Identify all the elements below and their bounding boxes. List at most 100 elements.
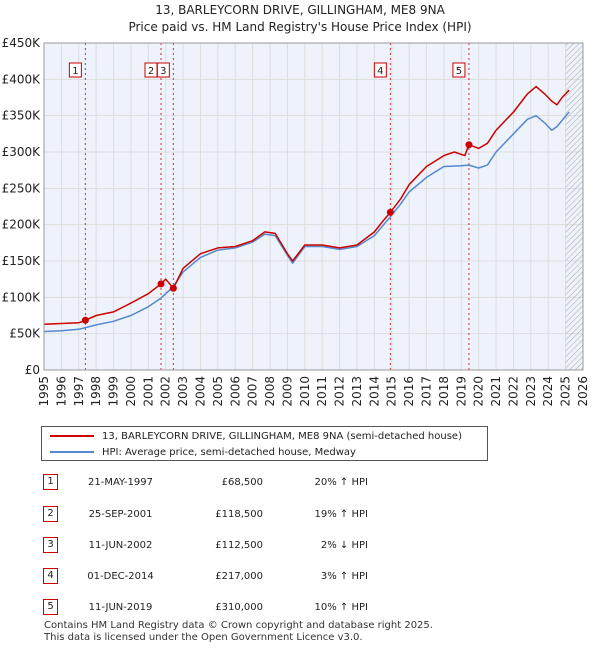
sale-label: 4 xyxy=(377,66,383,77)
property-price-line xyxy=(43,85,570,325)
x-tick-label: 2014 xyxy=(367,376,381,407)
y-tick-label: £0 xyxy=(25,363,40,377)
sale-row: 4 01-DEC-2014 £217,000 3% ↑ HPI xyxy=(43,568,463,588)
sale-point xyxy=(169,284,177,292)
sale-date: 25-SEP-2001 xyxy=(88,509,153,520)
sale-date: 11-JUN-2019 xyxy=(88,602,153,613)
sale-price: £68,500 xyxy=(221,477,263,488)
x-tick-label: 2023 xyxy=(524,376,538,407)
y-tick-label: £200K xyxy=(2,218,42,232)
footer: Contains HM Land Registry data © Crown c… xyxy=(44,620,433,644)
y-tick-label: £250K xyxy=(2,181,42,195)
sale-row: 5 11-JUN-2019 £310,000 10% ↑ HPI xyxy=(43,599,463,619)
y-tick-label: £150K xyxy=(2,254,42,268)
sale-row: 1 21-MAY-1997 £68,500 20% ↑ HPI xyxy=(43,474,463,494)
x-tick-label: 2016 xyxy=(402,376,416,407)
chart-title-line1: 13, BARLEYCORN DRIVE, GILLINGHAM, ME8 9N… xyxy=(155,3,445,17)
plot-frame xyxy=(43,42,584,371)
x-tick-label: 1995 xyxy=(37,376,51,407)
sale-number-badge: 5 xyxy=(43,599,58,615)
y-tick-label: £300K xyxy=(2,145,42,159)
future-region xyxy=(565,43,583,370)
sale-price: £112,500 xyxy=(215,540,263,551)
sale-point xyxy=(157,280,165,288)
legend-hpi-label: HPI: Average price, semi-detached house,… xyxy=(102,447,356,458)
x-tick-label: 1999 xyxy=(107,376,121,407)
x-tick-label: 2006 xyxy=(228,376,242,407)
x-tick-label: 2002 xyxy=(159,376,173,407)
sale-label: 2 xyxy=(148,66,154,77)
legend-item-property: 13, BARLEYCORN DRIVE, GILLINGHAM, ME8 9N… xyxy=(50,429,462,445)
sale-date: 11-JUN-2002 xyxy=(88,540,153,551)
sale-number-badge: 3 xyxy=(43,537,58,553)
footer-copyright: Contains HM Land Registry data © Crown c… xyxy=(44,620,433,631)
sale-label: 5 xyxy=(456,66,462,77)
x-tick-label: 2018 xyxy=(437,376,451,407)
sale-number-badge: 1 xyxy=(43,474,58,490)
sale-hpi-diff: 3% ↑ HPI xyxy=(320,571,368,582)
x-tick-label: 2017 xyxy=(420,376,434,407)
sale-row: 2 25-SEP-2001 £118,500 19% ↑ HPI xyxy=(43,506,463,526)
x-tick-label: 2008 xyxy=(263,376,277,407)
footer-licence: This data is licensed under the Open Gov… xyxy=(44,632,363,643)
x-tick-label: 2000 xyxy=(124,376,138,407)
sale-number-badge: 2 xyxy=(43,506,58,522)
x-tick-label: 2012 xyxy=(333,376,347,407)
y-tick-label: £350K xyxy=(2,109,42,123)
sale-point xyxy=(465,141,473,149)
sale-date: 01-DEC-2014 xyxy=(87,571,154,582)
chart-title: 13, BARLEYCORN DRIVE, GILLINGHAM, ME8 9N… xyxy=(0,2,600,36)
sale-hpi-diff: 20% ↑ HPI xyxy=(314,477,368,488)
sale-label-box xyxy=(452,62,466,78)
x-tick-label: 2013 xyxy=(350,376,364,407)
hpi-line xyxy=(43,111,570,333)
sale-date: 21-MAY-1997 xyxy=(87,477,153,488)
x-tick-label: 2026 xyxy=(576,376,590,407)
x-tick-label: 2005 xyxy=(211,376,225,407)
y-tick-label: £450K xyxy=(2,36,42,50)
legend-item-hpi: HPI: Average price, semi-detached house,… xyxy=(50,445,356,461)
x-tick-label: 2021 xyxy=(489,376,503,407)
plot-area xyxy=(44,43,583,370)
x-tick-label: 1997 xyxy=(72,376,86,407)
x-tick-label: 2009 xyxy=(280,376,294,407)
sale-hpi-diff: 2% ↓ HPI xyxy=(320,540,368,551)
y-tick-label: £50K xyxy=(9,327,41,341)
sale-number-badge: 4 xyxy=(43,568,58,584)
sale-point xyxy=(81,316,89,324)
x-tick-label: 2007 xyxy=(246,376,260,407)
x-tick-label: 2020 xyxy=(472,376,486,407)
sale-point xyxy=(386,208,394,216)
property-line-swatch-icon xyxy=(50,435,94,437)
x-tick-label: 1998 xyxy=(89,376,103,407)
price-chart: 1 2 3 4 5£0£50K£100K£150K£200K£250K£300K£350… xyxy=(2,36,590,407)
x-tick-label: 2004 xyxy=(193,376,207,407)
x-tick-label: 2015 xyxy=(385,376,399,407)
x-tick-label: 2022 xyxy=(506,376,520,407)
x-tick-label: 2019 xyxy=(454,376,468,407)
sale-price: £118,500 xyxy=(215,509,263,520)
y-tick-label: £100K xyxy=(2,290,42,304)
x-tick-label: 2001 xyxy=(141,376,155,407)
sale-label: 1 xyxy=(72,66,78,77)
legend-property-label: 13, BARLEYCORN DRIVE, GILLINGHAM, ME8 9N… xyxy=(102,431,462,442)
x-tick-label: 2024 xyxy=(541,376,555,407)
x-tick-label: 2003 xyxy=(176,376,190,407)
x-tick-label: 2025 xyxy=(559,376,573,407)
y-tick-label: £400K xyxy=(2,72,42,86)
chart-title-line2: Price paid vs. HM Land Registry's House … xyxy=(128,20,472,34)
sale-price: £310,000 xyxy=(215,602,263,613)
sale-label-box xyxy=(373,62,387,78)
sale-hpi-diff: 19% ↑ HPI xyxy=(314,509,368,520)
sale-row: 3 11-JUN-2002 £112,500 2% ↓ HPI xyxy=(43,537,463,557)
x-tick-label: 2011 xyxy=(315,376,329,407)
sale-hpi-diff: 10% ↑ HPI xyxy=(314,602,368,613)
x-tick-label: 2010 xyxy=(298,376,312,407)
sale-price: £217,000 xyxy=(215,571,263,582)
sale-label: 3 xyxy=(160,66,166,77)
chart-legend: 13, BARLEYCORN DRIVE, GILLINGHAM, ME8 9N… xyxy=(41,426,488,461)
hpi-line-swatch-icon xyxy=(50,451,94,453)
x-tick-label: 1996 xyxy=(54,376,68,407)
sale-label-box xyxy=(156,62,170,78)
sale-label-box xyxy=(68,62,82,78)
